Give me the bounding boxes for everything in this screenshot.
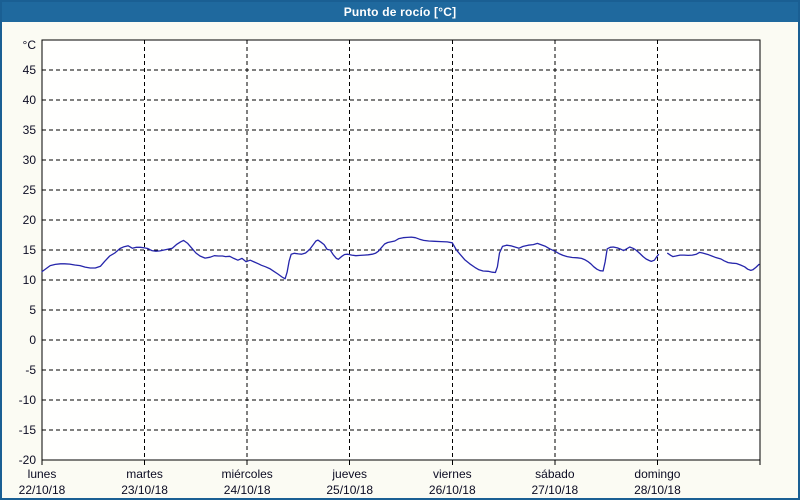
dew-point-line xyxy=(667,251,760,272)
x-axis-day-label: domingo xyxy=(634,467,680,481)
dew-point-line xyxy=(41,236,660,280)
y-axis-label: 5 xyxy=(29,303,36,317)
x-axis-day-label: martes xyxy=(126,467,163,481)
x-axis-date-label: 23/10/18 xyxy=(121,483,168,497)
x-axis-day-label: sábado xyxy=(535,467,575,481)
y-axis-label: -10 xyxy=(19,393,37,407)
y-axis-label: 10 xyxy=(23,273,37,287)
y-axis-label: 0 xyxy=(29,333,36,347)
x-axis-day-label: viernes xyxy=(433,467,472,481)
y-axis-unit-label: °C xyxy=(23,38,37,52)
y-axis-label: 40 xyxy=(23,93,37,107)
y-axis-label: 45 xyxy=(23,63,37,77)
y-axis-label: 15 xyxy=(23,243,37,257)
x-axis-day-label: lunes xyxy=(28,467,57,481)
plot-border xyxy=(41,39,761,461)
chart-title: Punto de rocío [°C] xyxy=(343,5,457,19)
x-axis-day-label: jueves xyxy=(331,467,367,481)
chart-area: 45 40 35 30 25 20 15 10 5 0 -5 -10 -15 -20 °C lunes 22/1… xyxy=(2,22,798,498)
x-axis-date-label: 26/10/18 xyxy=(429,483,476,497)
x-axis-date-label: 28/10/18 xyxy=(634,483,681,497)
y-axis-label: 25 xyxy=(23,183,37,197)
y-axis-label: -5 xyxy=(25,363,36,377)
y-axis-label: -20 xyxy=(19,453,37,467)
y-axis-label: -15 xyxy=(19,423,37,437)
x-axis-date-label: 27/10/18 xyxy=(531,483,578,497)
y-axis-label: 30 xyxy=(23,153,37,167)
x-axis-date-label: 25/10/18 xyxy=(326,483,373,497)
chart-title-bar: Punto de rocío [°C] xyxy=(2,2,798,22)
y-axis-label: 20 xyxy=(23,213,37,227)
y-axis-label: 35 xyxy=(23,123,37,137)
x-axis-date-label: 22/10/18 xyxy=(19,483,66,497)
dew-point-chart: 45 40 35 30 25 20 15 10 5 0 -5 -10 -15 -20 °C lunes 22/1… xyxy=(19,38,761,497)
x-axis-date-label: 24/10/18 xyxy=(224,483,271,497)
x-axis-day-label: miércoles xyxy=(221,467,272,481)
